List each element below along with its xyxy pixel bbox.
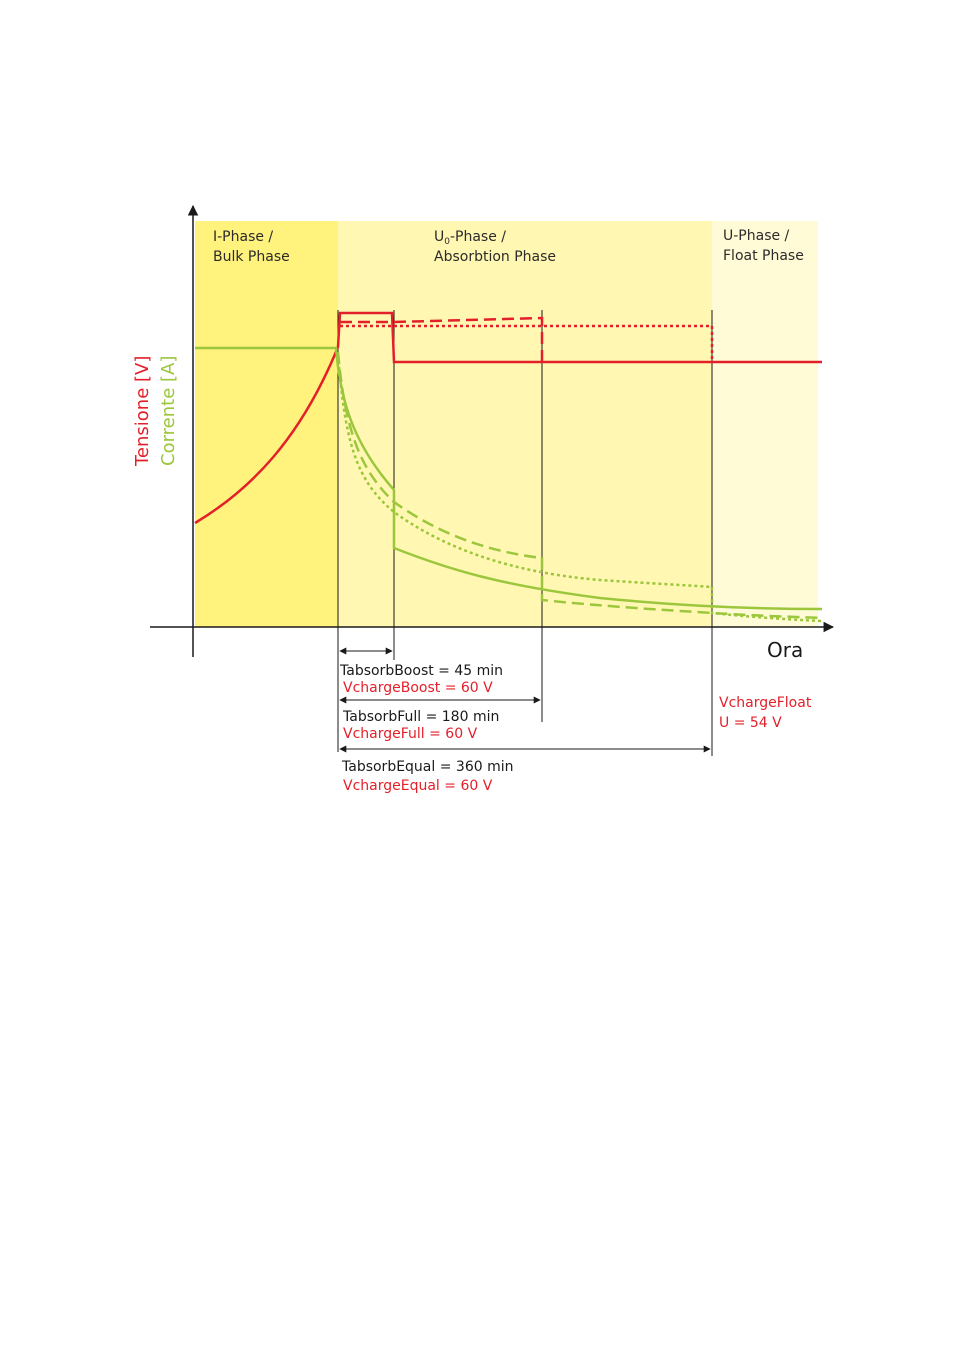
y-axis-label-current: Corrente [A] [158,356,179,466]
full-voltage-label: VchargeFull = 60 V [343,726,478,742]
float-phase-title: U-Phase / [723,228,790,244]
boost-voltage-label: VchargeBoost = 60 V [343,680,493,696]
boost-duration-label: TabsorbBoost = 45 min [339,663,503,679]
voltage-curve-equal [340,324,714,362]
absorption-phase-subscript: 0 [444,237,450,247]
float-phase-subtitle: Float Phase [723,248,804,264]
float-voltage-value: U = 54 V [719,715,782,731]
float-voltage-label: VchargeFloat [719,695,812,711]
voltage-curve-bulk [194,311,822,525]
absorption-phase-background [338,221,712,627]
absorption-phase-prefix: U [434,229,444,245]
x-axis-label: Ora [767,638,803,662]
bulk-phase-title: I-Phase / [213,229,273,245]
equal-voltage-label: VchargeEqual = 60 V [343,778,493,794]
current-curve-equal [336,354,823,623]
y-axis-label-voltage: Tensione [V] [132,356,153,467]
voltage-curve-full [340,316,544,362]
full-duration-label: TabsorbFull = 180 min [342,709,499,725]
float-phase-background [712,221,818,627]
bulk-phase-background [195,221,338,627]
absorption-phase-suffix: -Phase / [450,229,506,245]
equal-duration-label: TabsorbEqual = 360 min [341,759,513,775]
absorption-phase-subtitle: Absorbtion Phase [434,249,556,265]
bulk-phase-subtitle: Bulk Phase [213,249,290,265]
absorption-phase-title: U0-Phase / [434,229,506,247]
current-curve-boost [195,346,823,611]
